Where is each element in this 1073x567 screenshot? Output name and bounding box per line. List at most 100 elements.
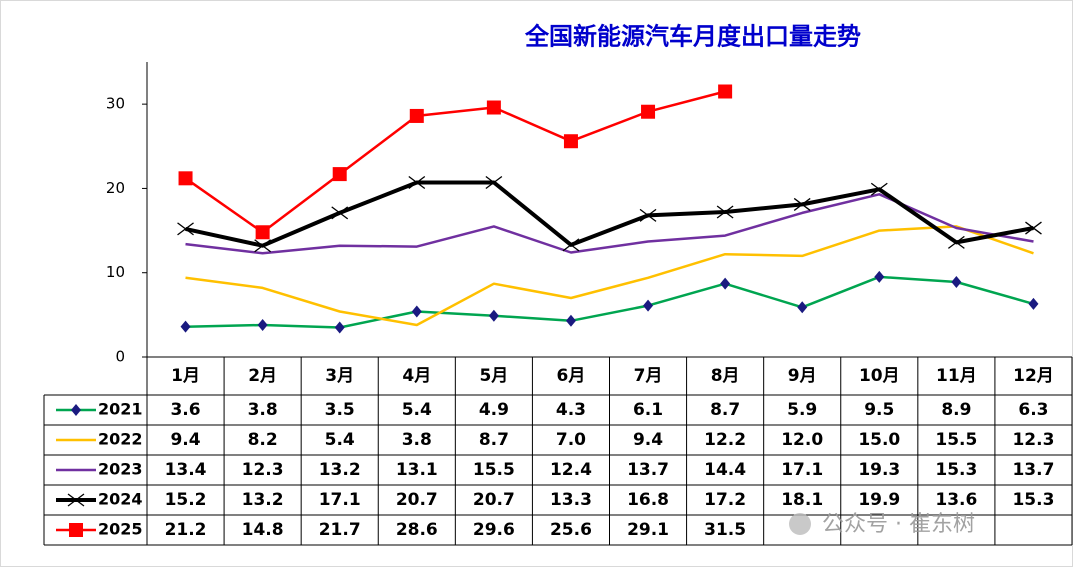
table-value: 4.9 [479, 400, 509, 420]
table-value: 16.8 [627, 490, 669, 510]
x-tick-label: 5月 [479, 366, 508, 386]
marker [639, 208, 657, 222]
table-value: 13.2 [319, 460, 361, 480]
marker [408, 176, 426, 190]
marker [254, 239, 272, 253]
marker [71, 404, 81, 416]
x-tick-label: 7月 [634, 366, 663, 386]
marker [180, 320, 191, 333]
table-value: 12.3 [242, 460, 284, 480]
y-tick-label: 0 [115, 348, 125, 366]
table-value: 8.7 [710, 400, 740, 420]
marker [951, 275, 962, 288]
marker [793, 197, 811, 211]
table-value: 21.7 [319, 520, 361, 540]
marker [641, 104, 656, 119]
table-value: 3.6 [170, 400, 200, 420]
table-value: 6.3 [1018, 400, 1048, 420]
marker [486, 100, 501, 115]
series-line [185, 225, 1034, 327]
y-tick-label: 20 [106, 179, 125, 197]
x-tick-label: 10月 [859, 366, 900, 386]
table-value: 15.3 [935, 460, 977, 480]
table-value: 15.5 [935, 430, 977, 450]
y-tick-label: 10 [106, 263, 125, 281]
marker [1028, 297, 1039, 310]
table-value: 29.6 [473, 520, 515, 540]
marker [257, 318, 268, 331]
table-value: 19.3 [858, 460, 900, 480]
marker [718, 84, 733, 99]
table-value: 3.8 [402, 430, 432, 450]
series-line [184, 90, 726, 234]
marker [797, 301, 808, 314]
table-value: 6.1 [633, 400, 663, 420]
marker [720, 277, 731, 290]
watermark-icon [789, 513, 811, 535]
marker [488, 309, 499, 322]
table-value: 13.4 [165, 460, 207, 480]
table-value: 5.4 [402, 400, 432, 420]
table-value: 15.3 [1012, 490, 1054, 510]
table-value: 13.7 [627, 460, 669, 480]
legend-label: 2024 [98, 490, 143, 509]
table-value: 3.8 [248, 400, 278, 420]
legend-label: 2023 [98, 460, 143, 479]
x-tick-label: 9月 [788, 366, 817, 386]
table-value: 8.7 [479, 430, 509, 450]
marker [331, 206, 349, 220]
legend-label: 2025 [98, 520, 143, 539]
marker [67, 493, 85, 507]
table-value: 12.4 [550, 460, 592, 480]
x-tick-label: 1月 [171, 366, 200, 386]
marker [334, 321, 345, 334]
table-value: 12.2 [704, 430, 746, 450]
table-value: 20.7 [473, 490, 515, 510]
table-value: 9.5 [864, 400, 894, 420]
table-value: 7.0 [556, 430, 586, 450]
table-value: 14.8 [242, 520, 284, 540]
table-value: 9.4 [170, 430, 200, 450]
table-value: 15.5 [473, 460, 515, 480]
table-value: 9.4 [633, 430, 663, 450]
table-value: 13.3 [550, 490, 592, 510]
table-value: 25.6 [550, 520, 592, 540]
table-value: 28.6 [396, 520, 438, 540]
marker [485, 176, 503, 190]
x-tick-label: 6月 [557, 366, 586, 386]
table-value: 3.5 [325, 400, 355, 420]
chart-title: 全国新能源汽车月度出口量走势 [524, 22, 861, 51]
table-value: 4.3 [556, 400, 586, 420]
x-tick-label: 12月 [1013, 366, 1054, 386]
table-value: 8.9 [941, 400, 971, 420]
table-value: 15.2 [165, 490, 207, 510]
x-tick-label: 11月 [936, 366, 977, 386]
marker [563, 134, 578, 149]
table-value: 12.3 [1012, 430, 1054, 450]
table-value: 21.2 [165, 520, 207, 540]
watermark: 公众号 · 崔东树 [822, 512, 975, 537]
marker [716, 205, 734, 219]
marker [565, 314, 576, 327]
table-value: 13.7 [1012, 460, 1054, 480]
marker [332, 167, 347, 182]
table-value: 29.1 [627, 520, 669, 540]
table-value: 18.1 [781, 490, 823, 510]
marker [643, 299, 654, 312]
table-value: 5.4 [325, 430, 355, 450]
marker [947, 235, 965, 249]
marker [255, 225, 270, 240]
table-value: 5.9 [787, 400, 817, 420]
series-line [185, 275, 1034, 329]
marker [870, 182, 888, 196]
table-value: 17.1 [781, 460, 823, 480]
table-value: 13.6 [935, 490, 977, 510]
x-tick-label: 4月 [402, 366, 431, 386]
table-value: 20.7 [396, 490, 438, 510]
table-value: 31.5 [704, 520, 746, 540]
x-tick-label: 3月 [325, 366, 354, 386]
table-value: 13.2 [242, 490, 284, 510]
marker [409, 108, 424, 123]
